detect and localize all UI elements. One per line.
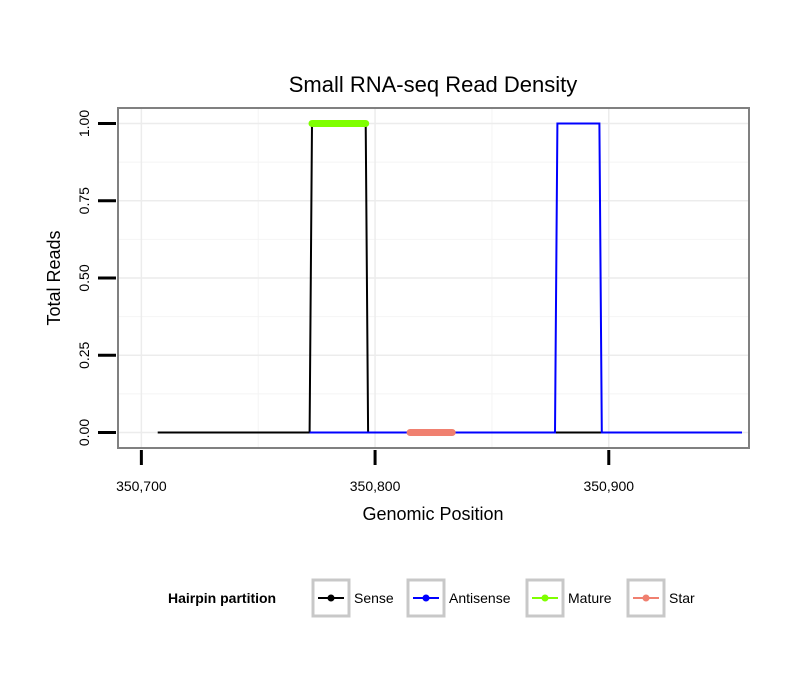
y-tick-label-group: 1.00	[76, 110, 92, 137]
y-axis-label: Total Reads	[44, 230, 64, 325]
y-tick-label: 0.50	[76, 264, 92, 291]
y-tick-label: 0.75	[76, 187, 92, 214]
y-tick-label-group: 0.75	[76, 187, 92, 214]
plot-panel-border	[117, 107, 750, 449]
x-tick-label: 350,900	[583, 478, 634, 494]
legend-label-antisense: Antisense	[449, 590, 511, 606]
legend-label-mature: Mature	[568, 590, 612, 606]
y-tick-label-group: 0.00	[76, 419, 92, 446]
y-tick-label-group: 0.25	[76, 341, 92, 368]
legend-title: Hairpin partition	[168, 590, 276, 606]
plot-area: 0.00 0.25 0.50 0.75 1.00 350,700 350,800 350,90…	[76, 107, 750, 494]
legend-key-point-star	[642, 594, 650, 602]
y-tick-label: 1.00	[76, 110, 92, 137]
y-tick-label-group: 0.50	[76, 264, 92, 291]
legend-label-sense: Sense	[354, 590, 394, 606]
legend-key-point-mature	[541, 594, 549, 602]
legend: Hairpin partition Sense Antisense Mature St…	[168, 578, 695, 618]
series-antisense-line	[309, 122, 742, 434]
y-tick-label: 0.25	[76, 341, 92, 368]
x-tick-label: 350,700	[116, 478, 167, 494]
legend-key-point-antisense	[422, 594, 430, 602]
x-tick-label: 350,800	[350, 478, 401, 494]
legend-label-star: Star	[669, 590, 695, 606]
y-tick-label: 0.00	[76, 419, 92, 446]
legend-key-point-sense	[327, 594, 335, 602]
x-axis-label: Genomic Position	[362, 504, 503, 524]
chart-title: Small RNA-seq Read Density	[289, 72, 578, 97]
